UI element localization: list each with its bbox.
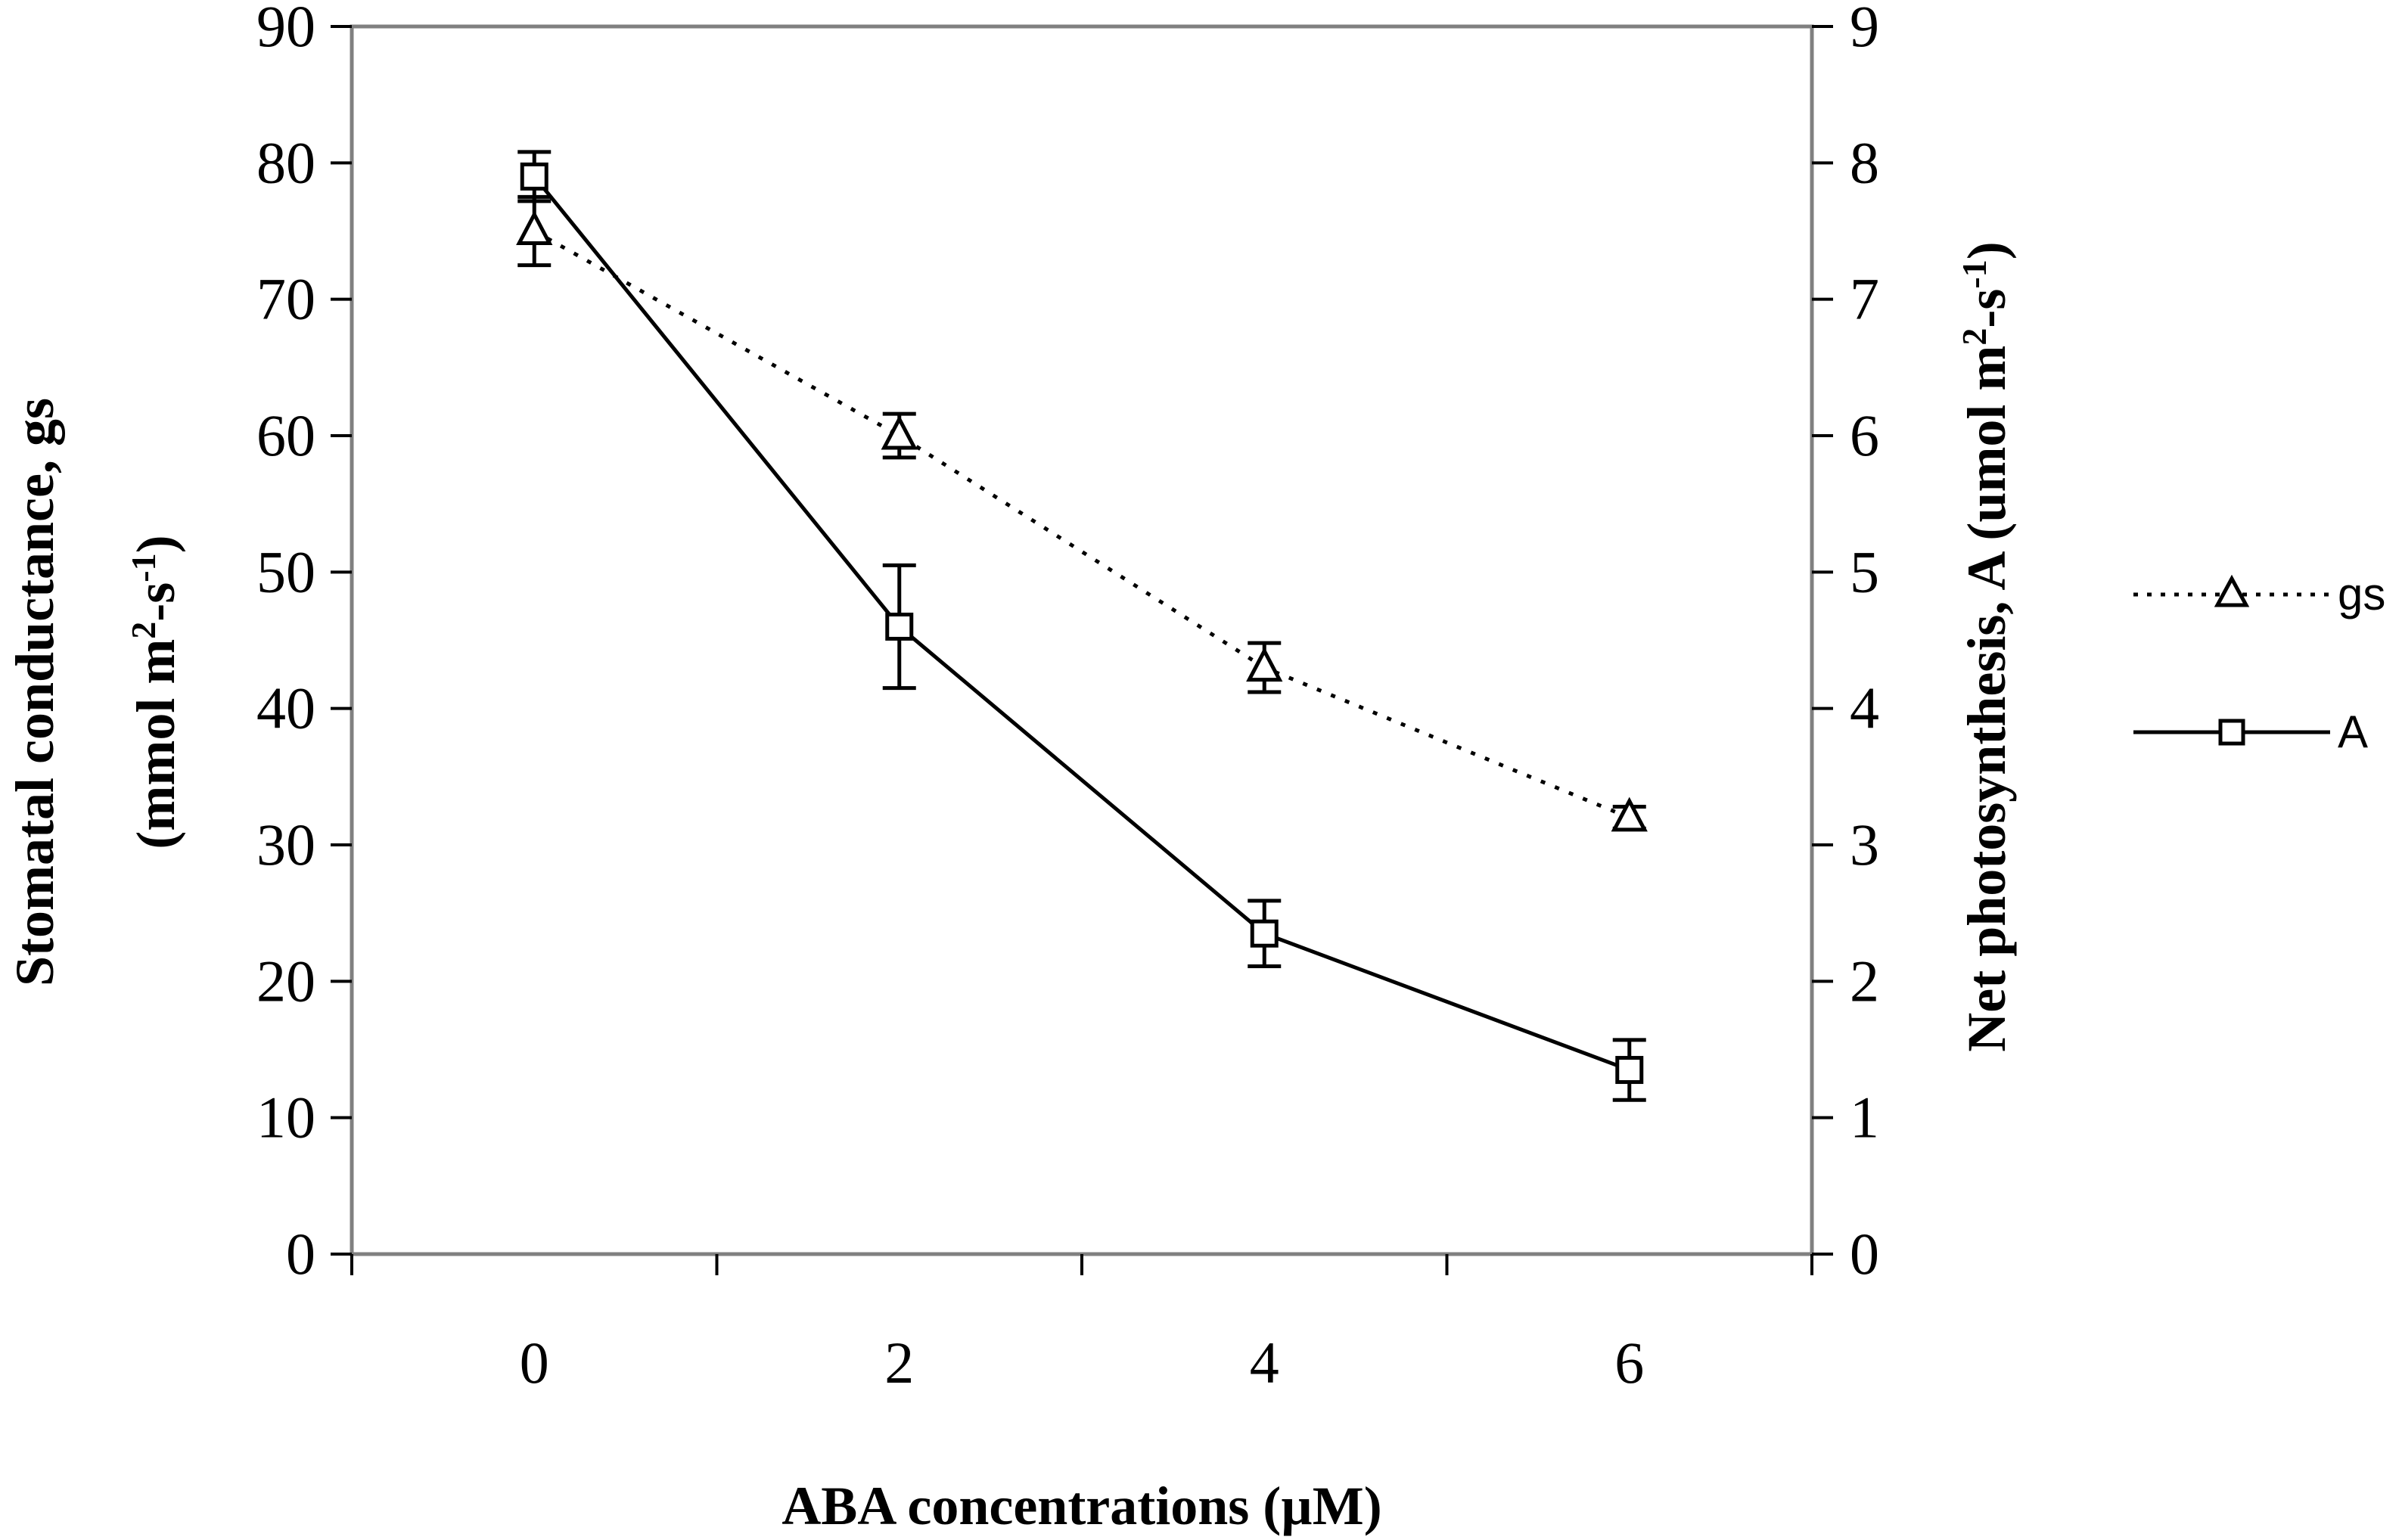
x-tick-label: 4 [1250, 1330, 1279, 1396]
left-tick-label: 90 [256, 0, 315, 59]
left-tick-label: 10 [256, 1085, 315, 1150]
right-tick-label: 7 [1850, 266, 1879, 332]
series-line-gs [533, 229, 1630, 820]
data-point-gs [1611, 796, 1648, 832]
legend-item-a: A [2133, 706, 2368, 757]
data-point-a [885, 612, 914, 641]
series-line-a [533, 175, 1630, 1072]
right-tick-label: 9 [1850, 0, 1879, 59]
x-axis: 0 2 4 6 [350, 1254, 1813, 1396]
left-tick-label: 70 [256, 266, 315, 332]
data-point-a [1250, 919, 1279, 948]
x-tick-label: 2 [884, 1330, 914, 1396]
left-tick-label: 80 [256, 129, 315, 195]
right-y-axis: 0 1 2 3 4 5 6 7 8 9 [1812, 0, 1879, 1287]
legend-label-a: A [2338, 706, 2368, 757]
left-tick-label: 30 [256, 812, 315, 877]
data-point-a [520, 162, 548, 191]
plot-border [350, 24, 1814, 1256]
right-tick-label: 1 [1850, 1085, 1879, 1150]
left-tick-label: 0 [286, 1221, 315, 1287]
left-tick-label: 20 [256, 948, 315, 1014]
left-axis-title-line1: Stomatal conductance, gs [5, 398, 65, 986]
legend-label-gs: gs [2338, 569, 2385, 619]
left-tick-label: 50 [256, 539, 315, 604]
x-tick-label: 0 [520, 1330, 549, 1396]
left-axis-title: Stomatal conductance, gs (mmol m2-s-1) [5, 398, 186, 986]
x-axis-title: ABA concentrations (µM) [782, 1476, 1381, 1536]
right-axis-title-text: Net photosynthesis, A (umol m2-s-1) [1955, 241, 2018, 1051]
right-tick-label: 6 [1850, 402, 1879, 468]
right-tick-label: 4 [1850, 675, 1879, 741]
data-point-gs [881, 414, 918, 450]
series-layer [516, 150, 1648, 1102]
left-axis-title-line2: (mmol m2-s-1) [124, 535, 187, 849]
legend-item-gs: gs [2133, 569, 2385, 619]
plot-frame [350, 24, 1814, 1256]
data-point-gs [1246, 647, 1283, 682]
legend: gs A [2133, 569, 2385, 757]
left-y-axis: 0 10 20 30 40 50 60 70 80 90 [256, 0, 352, 1287]
right-tick-label: 5 [1850, 539, 1879, 604]
right-tick-label: 8 [1850, 129, 1879, 195]
left-tick-label: 60 [256, 402, 315, 468]
right-axis-title: Net photosynthesis, A (umol m2-s-1) [1955, 241, 2018, 1051]
data-point-gs [516, 210, 553, 245]
data-point-a [1615, 1056, 1644, 1085]
right-tick-label: 3 [1850, 812, 1879, 877]
left-tick-label: 40 [256, 675, 315, 741]
x-tick-label: 6 [1614, 1330, 1644, 1396]
right-tick-label: 0 [1850, 1221, 1879, 1287]
right-tick-label: 2 [1850, 948, 1879, 1014]
legend-marker-triangle [2214, 574, 2250, 607]
legend-marker-square [2218, 719, 2245, 746]
